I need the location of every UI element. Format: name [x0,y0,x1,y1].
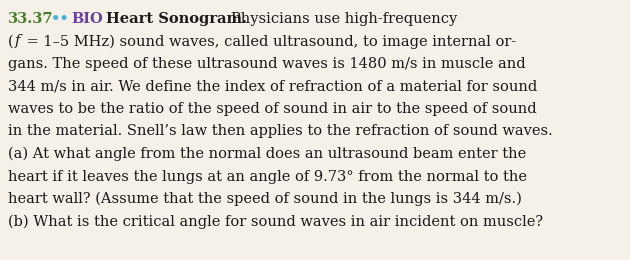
Text: heart wall? (Assume that the speed of sound in the lungs is 344 m/s.): heart wall? (Assume that the speed of so… [8,192,522,206]
Text: Heart Sonogram.: Heart Sonogram. [106,12,247,26]
Text: in the material. Snell’s law then applies to the refraction of sound waves.: in the material. Snell’s law then applie… [8,125,553,139]
Text: BIO: BIO [71,12,103,26]
Text: waves to be the ratio of the speed of sound in air to the speed of sound: waves to be the ratio of the speed of so… [8,102,537,116]
Text: heart if it leaves the lungs at an angle of 9.73° from the normal to the: heart if it leaves the lungs at an angle… [8,170,527,184]
Text: 344 m/s in air. We define the index of refraction of a material for sound: 344 m/s in air. We define the index of r… [8,80,537,94]
Text: 33.37: 33.37 [8,12,54,26]
Text: (: ( [8,35,14,49]
Text: gans. The speed of these ultrasound waves is 1480 m/s in muscle and: gans. The speed of these ultrasound wave… [8,57,525,71]
Text: Physicians use high-frequency: Physicians use high-frequency [231,12,457,26]
Text: = 1–5 MHz) sound waves, called ultrasound, to image internal or-: = 1–5 MHz) sound waves, called ultrasoun… [22,35,516,49]
Text: (b) What is the critical angle for sound waves in air incident on muscle?: (b) What is the critical angle for sound… [8,214,543,229]
Text: (a) At what angle from the normal does an ultrasound beam enter the: (a) At what angle from the normal does a… [8,147,526,161]
Text: ••: •• [51,12,70,26]
Text: f: f [15,35,20,49]
